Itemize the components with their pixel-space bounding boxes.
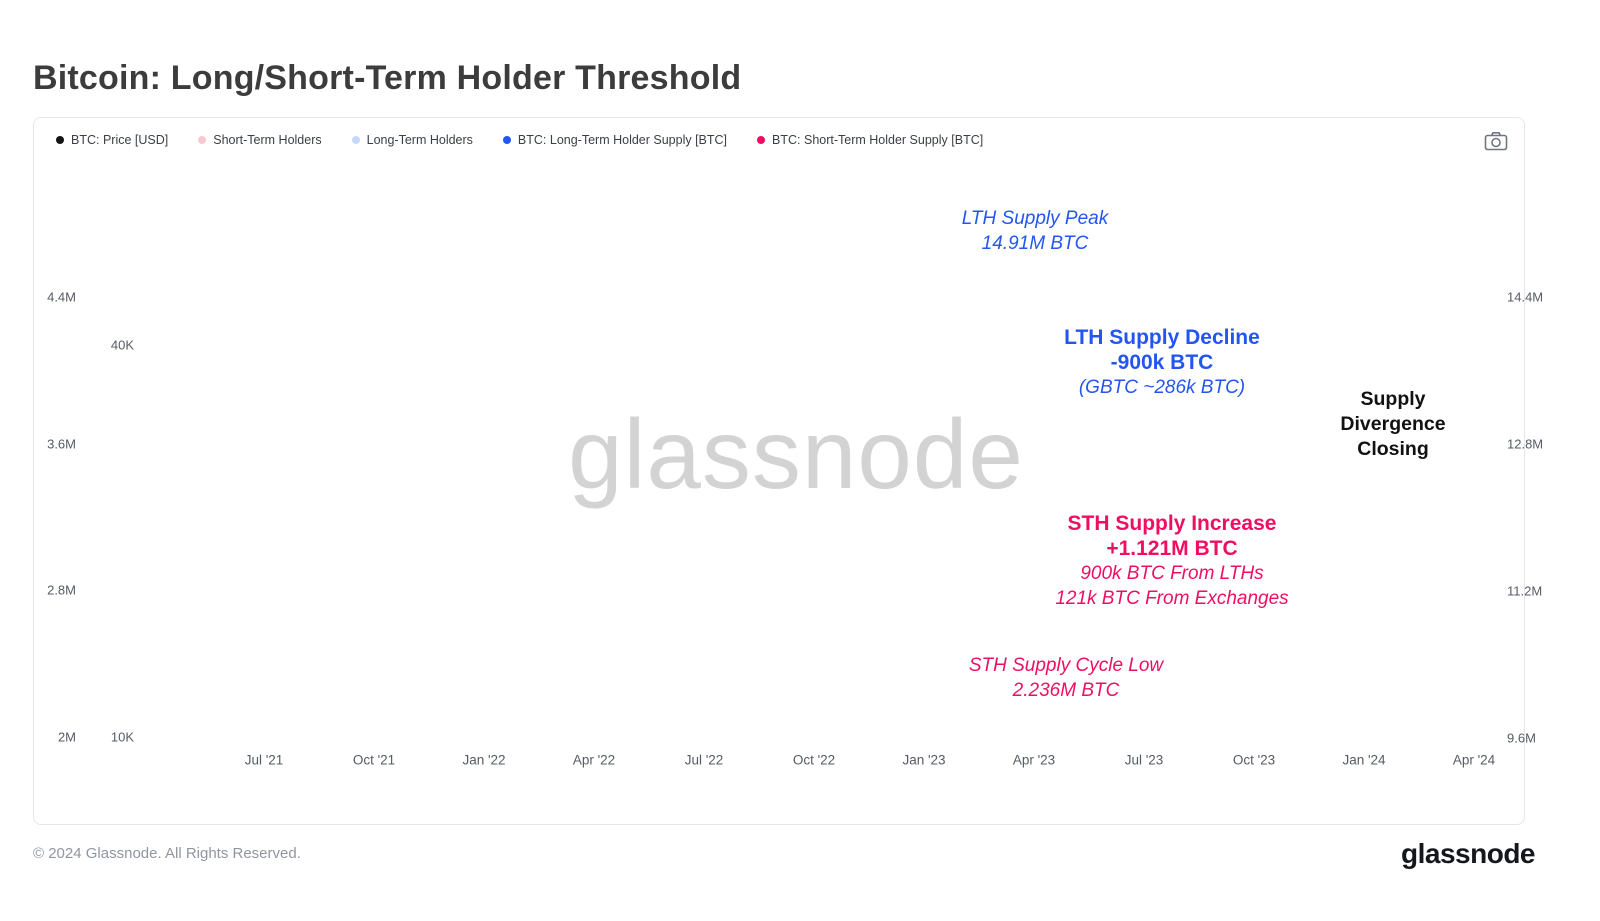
camera-button[interactable] xyxy=(1482,130,1510,154)
lth-axis-tick-label: 11.2M xyxy=(1507,583,1543,599)
annotation-line: STH Supply Increase xyxy=(1067,512,1277,535)
legend-item-label: Long-Term Holders xyxy=(366,133,473,147)
copyright-text: © 2024 Glassnode. All Rights Reserved. xyxy=(33,845,301,862)
sth-axis-tick-label: 2M xyxy=(57,729,76,745)
lth-axis-tick-label: 12.8M xyxy=(1507,436,1544,452)
x-axis-tick-label: Jul '23 xyxy=(1124,752,1164,768)
annotation-line: +1.121M BTC xyxy=(1106,537,1238,560)
legend-item[interactable]: Short-Term Holders xyxy=(198,133,322,147)
legend: BTC: Price [USD] Short-Term Holders Long-T… xyxy=(56,128,983,152)
legend-dot-icon xyxy=(351,136,360,144)
x-axis-tick-label: Jul '22 xyxy=(684,752,724,768)
x-axis-tick-label: Apr '23 xyxy=(1012,752,1056,768)
lth-axis-tick-label: 14.4M xyxy=(1507,289,1544,305)
x-axis-tick-label: Apr '24 xyxy=(1452,752,1496,768)
sth-axis-tick-label: 4.4M xyxy=(47,289,76,305)
legend-dot-icon xyxy=(56,136,64,144)
legend-item-label: BTC: Short-Term Holder Supply [BTC] xyxy=(772,133,984,147)
annotation-line: STH Supply Cycle Low xyxy=(968,655,1164,676)
legend-item-label: BTC: Long-Term Holder Supply [BTC] xyxy=(517,133,728,147)
legend-item[interactable]: BTC: Short-Term Holder Supply [BTC] xyxy=(757,133,983,147)
legend-dot-icon xyxy=(502,136,511,144)
legend-dot-icon xyxy=(757,136,766,144)
x-axis-tick-label: Oct '22 xyxy=(792,752,836,768)
legend-dot-icon xyxy=(198,136,207,144)
legend-item-label: Short-Term Holders xyxy=(213,133,322,147)
price-axis-tick-label: 40K xyxy=(110,337,134,353)
annotation-line: LTH Supply Peak xyxy=(961,208,1109,229)
legend-item[interactable]: BTC: Price [USD] xyxy=(56,133,168,147)
x-axis-tick-label: Jan '24 xyxy=(1342,752,1386,768)
camera-icon xyxy=(1484,131,1508,150)
annotation-supply-divergence-closing: Supply Divergence Closing xyxy=(1303,387,1483,462)
glassnode-logo: glassnode xyxy=(1401,838,1535,869)
x-axis-tick-label: Oct '21 xyxy=(352,752,396,768)
annotation-sth-supply-increase: STH Supply Increase +1.121M BTC 900k BTC F… xyxy=(1018,511,1326,611)
page-title: Bitcoin: Long/Short-Term Holder Threshol… xyxy=(33,58,742,97)
annotation-lth-supply-decline: LTH Supply Decline -900k BTC (GBTC ~286k B… xyxy=(1012,325,1312,400)
annotation-line: (GBTC ~286k BTC) xyxy=(1078,377,1246,398)
legend-item[interactable]: Long-Term Holders xyxy=(351,133,473,147)
sth-axis-tick-label: 2.8M xyxy=(47,582,76,598)
annotation-line: LTH Supply Decline xyxy=(1064,326,1260,349)
legend-item-label: BTC: Price [USD] xyxy=(71,133,169,147)
x-axis-tick-label: Jan '23 xyxy=(902,752,946,768)
x-axis-tick-label: Oct '23 xyxy=(1232,752,1276,768)
annotation-line: Supply xyxy=(1360,388,1426,410)
watermark: glassnode xyxy=(568,399,1024,509)
price-axis-tick-label: 10K xyxy=(110,729,134,745)
legend-item[interactable]: BTC: Long-Term Holder Supply [BTC] xyxy=(502,133,728,147)
annotation-line: 121k BTC From Exchanges xyxy=(1055,588,1289,609)
x-axis-tick-label: Apr '22 xyxy=(572,752,616,768)
lth-axis-tick-label: 9.6M xyxy=(1507,730,1536,746)
annotation-lth-supply-peak: LTH Supply Peak 14.91M BTC xyxy=(885,206,1185,256)
annotation-sth-supply-cycle-low: STH Supply Cycle Low 2.236M BTC xyxy=(916,653,1216,703)
annotation-line: 14.91M BTC xyxy=(981,233,1089,254)
annotation-line: 900k BTC From LTHs xyxy=(1080,563,1264,584)
annotation-line: Divergence xyxy=(1340,413,1446,435)
annotation-line: Closing xyxy=(1357,438,1429,460)
chart-card: BTC: Price [USD] Short-Term Holders Long-T… xyxy=(33,117,1525,825)
sth-axis-tick-label: 3.6M xyxy=(47,436,76,452)
annotation-line: -900k BTC xyxy=(1110,351,1214,374)
x-axis-tick-label: Jan '22 xyxy=(462,752,506,768)
x-axis-tick-label: Jul '21 xyxy=(244,752,284,768)
annotation-line: 2.236M BTC xyxy=(1012,680,1120,701)
